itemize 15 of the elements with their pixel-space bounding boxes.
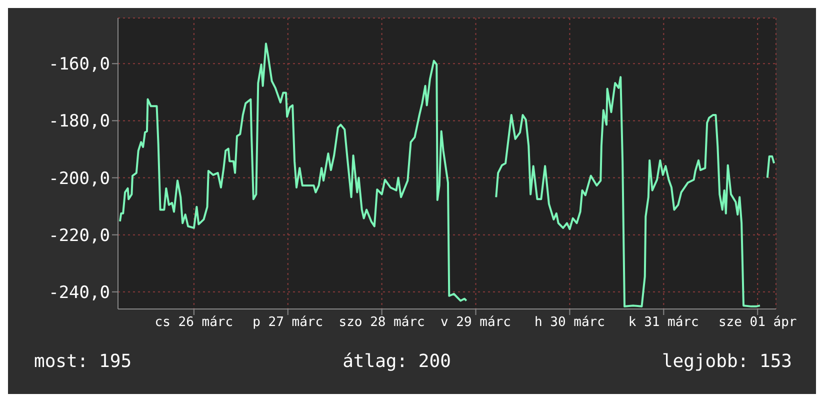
y-tick-label: -240,0	[48, 282, 110, 303]
y-tick-label: -160,0	[48, 54, 110, 75]
text: most: 195	[34, 351, 132, 372]
y-tick-label: -180,0	[48, 112, 110, 132]
x-tick-label: h 30 márc	[534, 315, 605, 330]
x-tick-label: cs 26 márc	[154, 315, 234, 330]
x-tick-label: v 29 márc	[440, 315, 511, 330]
x-tick-label: k 31 márc	[628, 315, 699, 330]
text: átlag: 200	[342, 351, 451, 372]
text: legjobb: 153	[662, 351, 792, 372]
x-tick-label: sze 01 ápr	[718, 315, 797, 330]
y-tick-label: -220,0	[48, 226, 110, 246]
y-tick-label: -200,0	[48, 168, 110, 189]
x-tick-label: szo 28 márc	[338, 315, 425, 330]
x-tick-label: p 27 márc	[252, 315, 324, 330]
